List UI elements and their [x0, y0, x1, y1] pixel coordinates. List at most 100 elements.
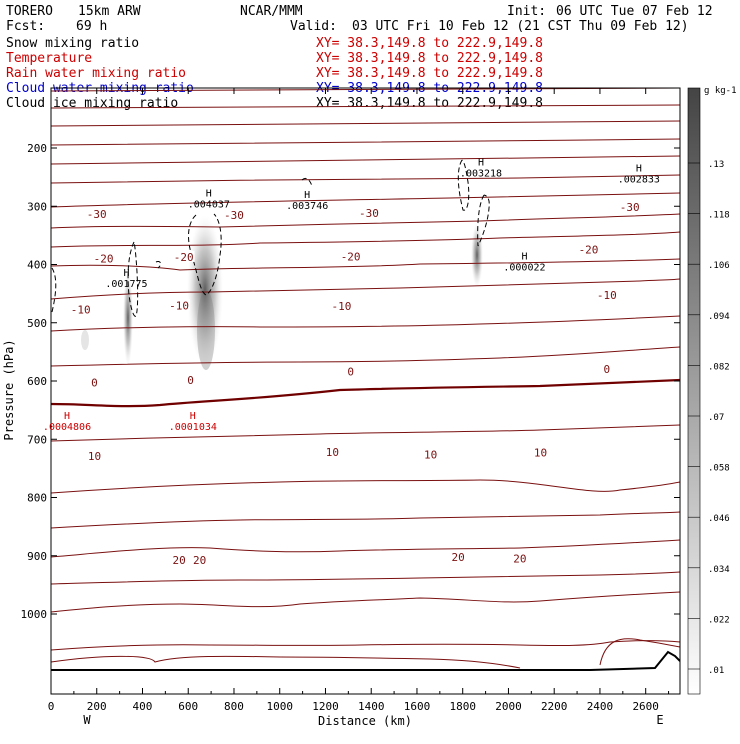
temperature-label: -10: [597, 289, 617, 302]
temperature-label-bg: [450, 550, 466, 562]
temperature-label-bg: [192, 553, 208, 565]
isotherm-line: [51, 104, 680, 109]
temperature-label-bg: [69, 303, 92, 315]
model-name: TORERO: [6, 4, 53, 19]
isotherm-line: [51, 591, 680, 613]
temperature-label-bg: [168, 299, 190, 311]
field-name-cloud-ice: Cloud ice mixing ratio: [6, 96, 178, 111]
temperature-label: 10: [534, 447, 547, 460]
temperature-label: 10: [326, 446, 339, 459]
x-tick-label: 1200: [312, 700, 339, 713]
temperature-label: 0: [187, 374, 194, 387]
valid-label: Valid:: [290, 19, 337, 34]
x-tick-label: 0: [48, 700, 55, 713]
plot-area: [51, 88, 680, 671]
isotherm-line: [51, 511, 680, 529]
isotherm-line: [51, 638, 680, 669]
colorbar-tick-label: .058: [708, 464, 730, 474]
isotherm-line: [51, 315, 680, 332]
temperature-label: -30: [224, 209, 244, 222]
temperature-label: 20: [193, 554, 206, 567]
maximum-marker: H: [478, 157, 484, 168]
temperature-label-bg: [618, 200, 641, 212]
x-tick-label: 1400: [358, 700, 385, 713]
x-tick-label: 400: [133, 700, 153, 713]
field-name-temperature: Temperature: [6, 51, 92, 66]
field-xy-temperature: XY= 38.3,149.8 to 222.9,149.8: [316, 51, 543, 66]
x-tick-label: 200: [87, 700, 107, 713]
isotherm-line: [51, 539, 680, 558]
field-xy-snow: XY= 38.3,149.8 to 222.9,149.8: [316, 36, 543, 51]
isotherm-line: [51, 138, 680, 146]
x-tick-label: 2200: [541, 700, 568, 713]
temperature-label: -20: [341, 250, 361, 263]
field-xy-cloud-ice: XY= 38.3,149.8 to 222.9,149.8: [316, 96, 543, 111]
temperature-label: -30: [359, 207, 379, 220]
field-name-rain: Rain water mixing ratio: [6, 66, 186, 81]
colorbar-tick-label: .034: [708, 565, 730, 575]
forecast-label: Fcst:: [6, 19, 45, 34]
maximum-value: .002833: [618, 174, 660, 185]
init-time: 06 UTC Tue 07 Feb 12: [556, 4, 713, 19]
x-axis-title: Distance (km): [318, 714, 412, 728]
snow-shade-blob: [81, 330, 89, 350]
temperature-label-bg: [577, 243, 600, 255]
maximum-marker: H: [521, 251, 527, 262]
temperature-label: -10: [71, 303, 91, 316]
snow-shade-blob: [471, 223, 483, 287]
colorbar-tick-label: .01: [708, 666, 724, 676]
x-tick-label: 600: [178, 700, 198, 713]
maximum-value: .004037: [188, 199, 230, 210]
temperature-labels: -30 -30 -30 -30 -20 -20 -20 -20 -10 -10 -10 -10 0 0 0 0…: [69, 200, 641, 567]
colorbar-tick-label: .046: [708, 514, 730, 524]
colorbar-unit: g kg-1: [704, 86, 737, 96]
terrain-line: [51, 650, 680, 671]
snow-shade-blob: [197, 290, 215, 370]
maximum-marker: H: [304, 190, 310, 201]
valid-time: 03 UTC Fri 10 Feb 12 (21 CST Thu 09 Feb …: [352, 19, 689, 34]
isotherm-line: [51, 192, 680, 208]
temperature-label-bg: [358, 207, 380, 219]
model-resolution: 15km ARW: [78, 4, 141, 19]
maximum-marker: H: [206, 188, 212, 199]
colorbar-tick-label: .07: [708, 413, 724, 423]
temperature-label: 0: [91, 377, 98, 390]
x-tick-label: 800: [224, 700, 244, 713]
temperature-label: -30: [87, 208, 107, 221]
temperature-label: 0: [347, 366, 354, 379]
axes: 0 200 400 600 800 1000 1200 1400 1600 1800 2000 220…: [21, 88, 680, 713]
isotherm-line: [51, 640, 680, 651]
isotherm-line: [51, 479, 680, 494]
temperature-label-bg: [532, 446, 549, 458]
maximum-value: .0001034: [169, 422, 217, 433]
x-tick-label: 1800: [449, 700, 476, 713]
x-tick-label: 2400: [587, 700, 614, 713]
temperature-label-bg: [223, 208, 245, 220]
isotherm-line: [51, 120, 680, 127]
temperature-label: 10: [88, 450, 101, 463]
temperature-label: -30: [620, 201, 640, 214]
snow-shade-blob: [187, 215, 223, 365]
temperature-label-bg: [92, 252, 115, 264]
temperature-label: -10: [332, 300, 352, 313]
temperature-label-bg: [330, 299, 353, 311]
header: TORERO 15km ARW NCAR/MMM Init: 06 UTC Tu…: [6, 4, 713, 34]
colorbar-tick-label: .13: [708, 160, 724, 170]
temperature-label-bg: [90, 376, 99, 388]
temperature-label-bg: [171, 553, 187, 565]
y-tick-label: 800: [27, 492, 47, 505]
isotherm-line: [51, 424, 680, 442]
y-tick-label: 1000: [21, 608, 48, 621]
field-legend: Snow mixing ratio XY= 38.3,149.8 to 222.…: [6, 36, 543, 111]
west-end-label: W: [83, 713, 91, 727]
temperature-label-bg: [602, 362, 612, 374]
temperature-label-bg: [85, 207, 108, 219]
colorbar-ticks: .01 .022 .034 .046 .058 .07 .082 .094 .106 .118 .1…: [688, 160, 730, 676]
isotherm-line: [51, 258, 680, 271]
maximum-value: .000022: [503, 262, 545, 273]
temperature-label-bg: [339, 250, 362, 262]
temperature-label: 0: [603, 363, 610, 376]
colorbar-tick-label: .094: [708, 312, 730, 322]
maximum-value: .001775: [105, 279, 147, 290]
